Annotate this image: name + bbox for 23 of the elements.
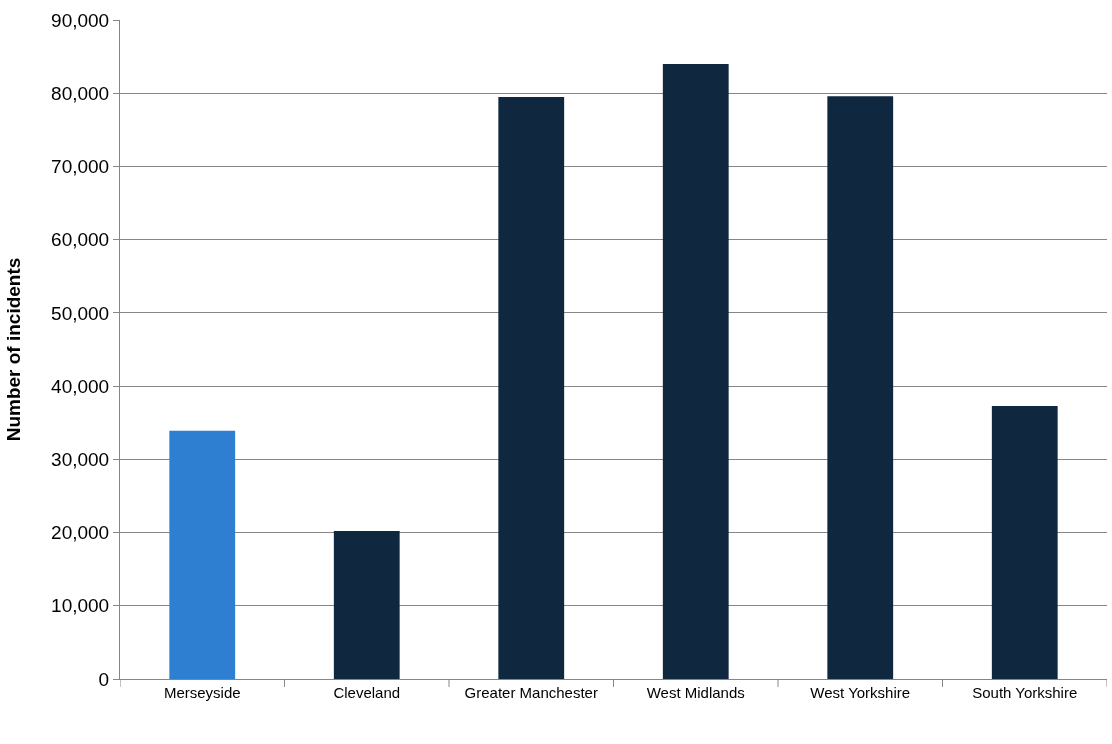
y-tick-label: 80,000 — [51, 82, 110, 104]
y-tick-label: 30,000 — [51, 448, 110, 470]
x-tick-label: South Yorkshire — [972, 684, 1078, 701]
y-tick-label: 60,000 — [51, 229, 110, 251]
y-axis-title: Number of incidents — [2, 257, 24, 442]
bar — [169, 430, 236, 679]
y-tick-label: 20,000 — [51, 522, 110, 544]
y-tick-label: 10,000 — [51, 595, 110, 617]
bar — [333, 531, 400, 679]
y-tick-label: 40,000 — [51, 375, 110, 397]
bar — [662, 63, 729, 679]
y-tick-label: 90,000 — [51, 9, 110, 31]
y-tick-label: 50,000 — [51, 302, 110, 324]
x-tick-label: Cleveland — [333, 684, 401, 701]
x-tick-label: Merseyside — [163, 684, 241, 701]
bar — [498, 96, 565, 679]
y-tick-label: 70,000 — [51, 156, 110, 178]
x-tick-label: Greater Manchester — [464, 684, 598, 701]
bar — [827, 96, 894, 679]
x-tick-label: West Midlands — [646, 684, 745, 701]
y-tick-label: 0 — [98, 668, 110, 690]
bar — [991, 405, 1058, 679]
x-tick-label: West Yorkshire — [810, 684, 911, 701]
